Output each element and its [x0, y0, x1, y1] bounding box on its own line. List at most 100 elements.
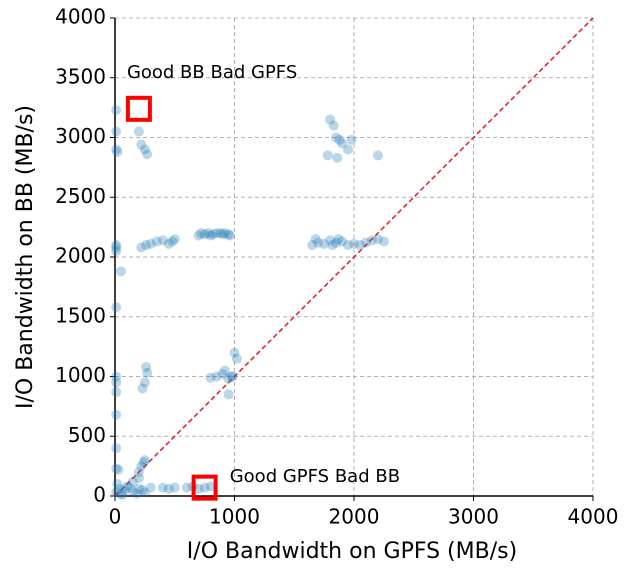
point	[139, 144, 150, 155]
point	[211, 228, 222, 239]
point	[131, 488, 142, 499]
point	[111, 487, 122, 498]
x-tick-label: 1000	[209, 505, 260, 529]
point	[136, 242, 147, 253]
point	[327, 240, 338, 251]
point	[142, 149, 153, 160]
point	[343, 240, 354, 251]
point	[121, 481, 132, 492]
point	[139, 455, 150, 466]
point	[331, 237, 342, 248]
point	[372, 234, 383, 245]
point	[127, 486, 138, 497]
point	[111, 409, 122, 420]
point	[133, 483, 144, 494]
point	[331, 132, 342, 143]
point	[145, 238, 156, 249]
point	[199, 482, 210, 493]
y-tick-label: 2500	[55, 184, 106, 208]
point	[115, 266, 126, 277]
x-axis-label: I/O Bandwidth on GPFS (MB/s)	[187, 539, 517, 564]
x-tick-label: 3000	[448, 505, 499, 529]
point	[203, 228, 214, 239]
point	[167, 236, 178, 247]
point	[111, 387, 122, 398]
point	[133, 473, 144, 484]
y-tick-label: 0	[93, 483, 106, 507]
x-tick-label: 0	[109, 505, 122, 529]
point	[343, 144, 354, 155]
point	[111, 463, 122, 474]
annotation: Good BB Bad GPFS	[127, 62, 297, 83]
point	[151, 236, 162, 247]
point	[205, 481, 216, 492]
point	[133, 467, 144, 478]
y-tick-label: 3500	[55, 64, 106, 88]
point	[111, 371, 122, 382]
point	[219, 365, 230, 376]
x-tick-label: 4000	[568, 505, 619, 529]
y-tick-label: 4000	[55, 5, 106, 29]
point	[193, 230, 204, 241]
highlight-box	[125, 95, 152, 122]
point	[111, 302, 122, 313]
point	[223, 389, 234, 400]
point	[223, 373, 234, 384]
point	[111, 126, 122, 137]
point	[133, 126, 144, 137]
point	[360, 237, 371, 248]
point	[217, 369, 228, 380]
point	[111, 377, 122, 388]
point	[219, 228, 230, 239]
y-tick-label: 2000	[55, 244, 106, 268]
y-tick-label: 500	[68, 423, 106, 447]
point	[136, 139, 147, 150]
point	[227, 371, 238, 382]
point	[119, 485, 130, 496]
point	[310, 234, 321, 245]
point	[112, 479, 123, 490]
point	[111, 246, 122, 257]
y-axis-label: I/O Bandwidth on BB (MB/s)	[13, 105, 38, 409]
highlight-box	[191, 474, 218, 501]
point	[127, 476, 138, 487]
point	[372, 150, 383, 161]
point	[111, 443, 122, 454]
point	[205, 230, 216, 241]
point	[337, 138, 348, 149]
point	[139, 377, 150, 388]
point	[333, 234, 344, 245]
point	[115, 488, 126, 499]
point	[141, 240, 152, 251]
point	[139, 487, 150, 498]
point	[378, 236, 389, 247]
point	[142, 367, 153, 378]
point	[137, 485, 148, 496]
point	[137, 383, 148, 394]
point	[319, 238, 330, 249]
point	[157, 482, 168, 493]
point	[349, 238, 359, 249]
point	[325, 235, 336, 246]
point	[354, 240, 365, 251]
point	[163, 483, 174, 494]
point	[196, 228, 207, 239]
point	[205, 372, 216, 383]
point	[229, 347, 240, 358]
point	[217, 229, 228, 240]
point	[325, 114, 336, 125]
point	[111, 144, 122, 155]
point	[211, 371, 222, 382]
x-tick-label: 2000	[329, 505, 380, 529]
y-tick-label: 1000	[55, 363, 106, 387]
point	[328, 120, 339, 131]
point	[193, 483, 204, 494]
point	[334, 134, 345, 145]
point	[112, 146, 123, 157]
point	[231, 353, 242, 364]
point	[113, 464, 124, 475]
point	[207, 229, 218, 240]
point	[117, 489, 128, 500]
point	[181, 482, 192, 493]
point	[337, 236, 348, 247]
